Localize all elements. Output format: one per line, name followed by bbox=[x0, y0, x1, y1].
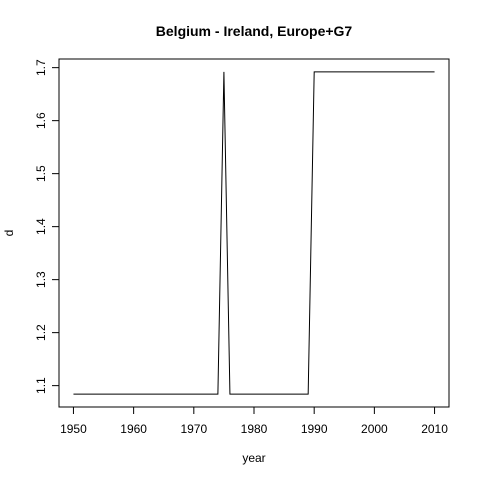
x-tick-label: 1950 bbox=[60, 422, 87, 436]
series-group bbox=[73, 71, 435, 395]
x-tick-label: 2010 bbox=[421, 422, 448, 436]
y-axis-label: d bbox=[2, 230, 16, 237]
x-tick-label: 1990 bbox=[301, 422, 328, 436]
y-tick-label: 1.4 bbox=[34, 218, 48, 235]
chart-title: Belgium - Ireland, Europe+G7 bbox=[156, 23, 353, 39]
x-tick-label: 1980 bbox=[241, 422, 268, 436]
x-tick-label: 1970 bbox=[180, 422, 207, 436]
y-tick-label: 1.6 bbox=[34, 112, 48, 129]
y-tick-label: 1.5 bbox=[34, 165, 48, 182]
x-tick-label: 1960 bbox=[120, 422, 147, 436]
y-tick-label: 1.2 bbox=[34, 324, 48, 341]
x-axis: 1950 1960 1970 1980 1990 2000 2010 bbox=[60, 406, 448, 436]
x-tick-label: 2000 bbox=[361, 422, 388, 436]
x-axis-label: year bbox=[242, 451, 265, 465]
y-tick-label: 1.7 bbox=[34, 59, 48, 76]
y-axis: 1.1 1.2 1.3 1.4 1.5 1.6 1.7 bbox=[34, 59, 60, 394]
y-tick-label: 1.3 bbox=[34, 271, 48, 288]
series-line bbox=[73, 71, 435, 395]
plot-frame bbox=[58, 58, 450, 408]
y-tick-label: 1.1 bbox=[34, 377, 48, 394]
